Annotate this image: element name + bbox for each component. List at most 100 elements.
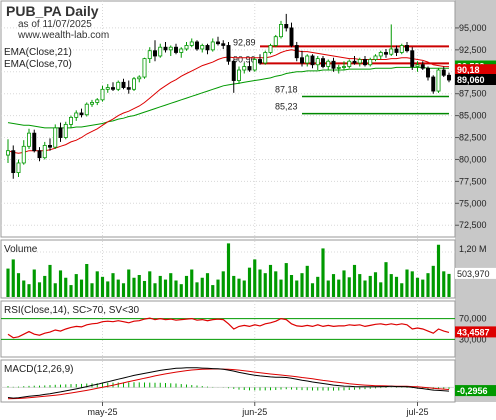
volume-bar <box>174 280 178 297</box>
candle-body <box>111 87 115 90</box>
ema70-line <box>7 66 449 129</box>
candle-body <box>410 50 415 67</box>
rsi-tick-label: 70,000 <box>459 314 487 324</box>
volume-last-tag <box>455 267 496 279</box>
candle-body <box>321 58 325 67</box>
candle-body <box>231 60 236 81</box>
volume-bar <box>295 280 299 297</box>
candle-body <box>184 45 189 50</box>
macd-last-tag <box>455 385 496 397</box>
rsi-tick-label: 30,000 <box>459 334 487 344</box>
volume-bar <box>148 271 152 297</box>
candle-body <box>121 81 126 88</box>
volume-bar <box>363 280 367 297</box>
level-label: 85,23 <box>275 102 298 112</box>
last-value-tag <box>455 64 496 76</box>
candle-body <box>420 64 425 69</box>
volume-bar <box>331 274 336 297</box>
candle-body <box>368 59 373 66</box>
candle-body <box>53 127 58 148</box>
volume-bar <box>216 279 220 297</box>
candle-body <box>11 150 16 174</box>
volume-bar <box>205 273 210 297</box>
volume-bar <box>158 275 162 297</box>
volume-bar <box>431 265 435 297</box>
volume-bars: 1,20 M 503,970 <box>1 243 496 297</box>
volume-bar <box>95 271 99 297</box>
candle-body <box>447 74 451 81</box>
candle-body <box>189 41 194 46</box>
candle-body <box>305 55 310 64</box>
ema70-legend: EMA(Close,70) <box>4 59 72 70</box>
candle-body <box>6 150 10 156</box>
price-tick-label: 75,000 <box>459 198 487 208</box>
volume-bar <box>384 262 388 297</box>
candle-body <box>357 59 362 64</box>
candle-body <box>21 145 26 164</box>
candle-body <box>221 43 226 46</box>
volume-bar <box>200 277 204 297</box>
volume-bar <box>263 273 267 297</box>
candle-body <box>132 78 136 90</box>
candle-body <box>84 103 89 116</box>
candle-body <box>210 41 215 51</box>
candle-body <box>90 102 94 105</box>
macd-title: MACD(12,26,9) <box>4 364 73 375</box>
chart-title: PUB_PA Daily <box>6 3 99 19</box>
volume-bar <box>379 282 383 297</box>
candle-body <box>16 162 21 174</box>
volume-bar <box>226 243 231 297</box>
candle-body <box>153 50 157 57</box>
volume-bar <box>137 275 141 297</box>
grid-layer <box>1 1 455 402</box>
volume-bar <box>237 278 241 297</box>
candle-body <box>252 59 257 71</box>
candle-body <box>242 66 247 71</box>
volume-bar <box>279 279 283 297</box>
candle-body <box>48 145 52 148</box>
candle-body <box>74 112 79 118</box>
volume-bar <box>100 276 105 297</box>
volume-bar <box>289 275 294 297</box>
rsi-last-label: 43,4587 <box>457 327 490 337</box>
price-tick-label: 85,000 <box>459 111 487 121</box>
volume-bar <box>268 264 273 297</box>
candle-body <box>69 116 73 125</box>
candle-body <box>263 52 268 64</box>
volume-bar <box>274 271 278 297</box>
price-tick-label: 92,500 <box>459 45 487 55</box>
candle-body <box>179 48 184 53</box>
candle-body <box>399 45 404 53</box>
price-tick-label: 80,000 <box>459 154 487 164</box>
volume-bar <box>347 277 351 297</box>
last-value-label: 89,060 <box>457 75 485 85</box>
candle-body <box>426 67 430 78</box>
candle-body <box>384 52 388 55</box>
candle-body <box>58 127 63 138</box>
candle-body <box>163 46 168 51</box>
candle-body <box>147 50 152 60</box>
volume-bar <box>436 244 441 297</box>
volume-bar <box>400 283 404 297</box>
volume-bar <box>32 269 36 297</box>
candle-body <box>174 46 178 53</box>
candle-body <box>268 45 273 53</box>
candle-body <box>126 87 131 90</box>
candle-body <box>195 41 199 50</box>
candle-body <box>158 46 163 57</box>
date-tick-label: jun-25 <box>241 407 267 417</box>
volume-bar <box>142 280 147 297</box>
volume-bar <box>111 273 115 297</box>
volume-bar <box>132 277 136 297</box>
date-tick-label: may-25 <box>87 407 117 417</box>
candle-body <box>405 45 409 52</box>
candle-body <box>310 55 315 66</box>
price-tick-label: 72,500 <box>459 220 487 230</box>
candle-body <box>441 69 446 76</box>
volume-bar <box>368 275 372 297</box>
volume-bar <box>242 280 246 297</box>
volume-bar <box>326 280 330 297</box>
volume-bar <box>358 274 362 297</box>
candle-body <box>216 41 220 45</box>
